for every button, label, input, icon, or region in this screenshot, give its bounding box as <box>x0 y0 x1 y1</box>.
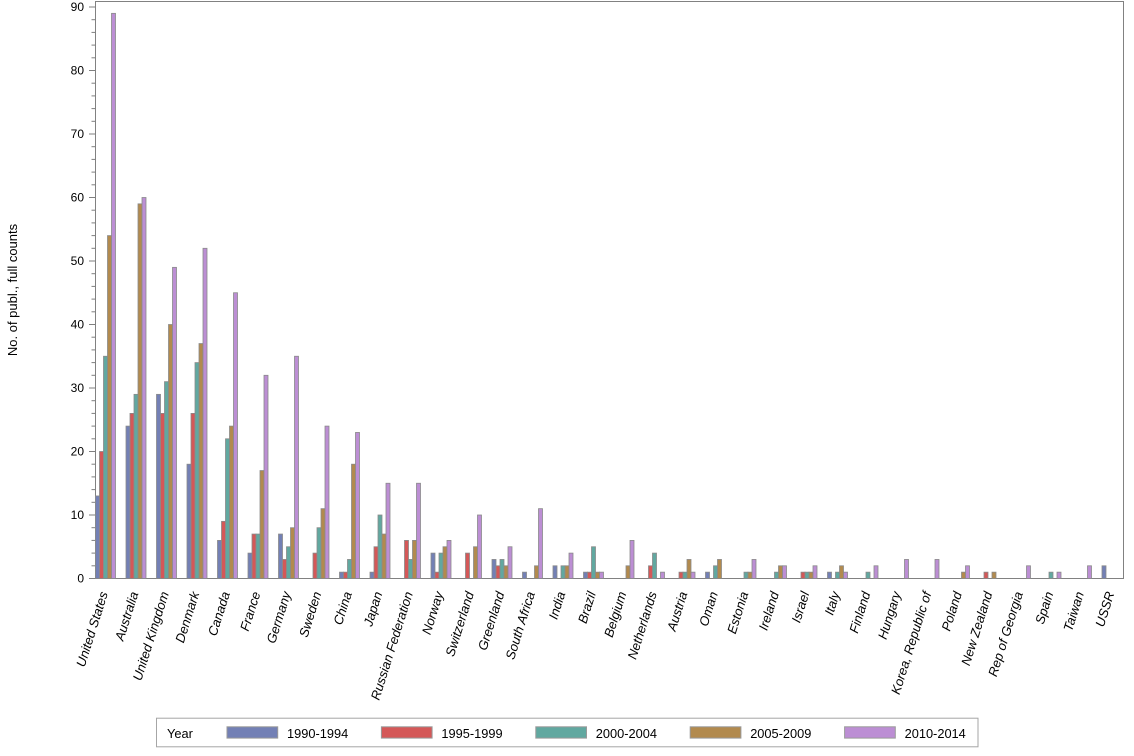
svg-text:90: 90 <box>71 0 85 14</box>
svg-text:80: 80 <box>71 63 85 77</box>
svg-text:30: 30 <box>71 381 85 395</box>
svg-text:1995-1999: 1995-1999 <box>441 726 502 741</box>
svg-text:1990-1994: 1990-1994 <box>287 726 348 741</box>
svg-text:20: 20 <box>71 444 85 458</box>
svg-text:2000-2004: 2000-2004 <box>596 726 657 741</box>
svg-text:0: 0 <box>77 571 84 585</box>
svg-text:70: 70 <box>71 127 85 141</box>
svg-text:2010-2014: 2010-2014 <box>905 726 966 741</box>
svg-text:No. of publ., full counts: No. of publ., full counts <box>5 223 20 356</box>
svg-text:40: 40 <box>71 317 85 331</box>
svg-text:2005-2009: 2005-2009 <box>750 726 811 741</box>
svg-text:10: 10 <box>71 508 85 522</box>
svg-text:Italy: Italy <box>821 588 843 617</box>
svg-text:50: 50 <box>71 254 85 268</box>
svg-text:Year: Year <box>167 726 194 741</box>
svg-text:60: 60 <box>71 190 85 204</box>
